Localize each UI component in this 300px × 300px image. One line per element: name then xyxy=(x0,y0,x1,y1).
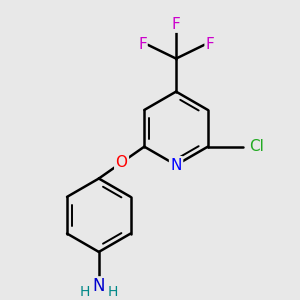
Text: N: N xyxy=(93,277,105,295)
Text: H: H xyxy=(80,285,91,299)
Text: N: N xyxy=(170,158,182,172)
Text: F: F xyxy=(172,17,180,32)
Text: H: H xyxy=(107,285,118,299)
Text: F: F xyxy=(138,37,147,52)
Text: O: O xyxy=(116,155,128,170)
Text: F: F xyxy=(205,37,214,52)
Text: Cl: Cl xyxy=(250,139,264,154)
